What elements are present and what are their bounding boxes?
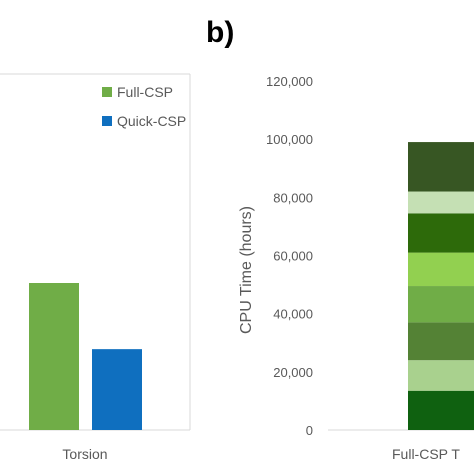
legend-swatch-quick-csp [102,116,112,126]
stack-segment-2 [408,360,474,391]
y-tick-label: 80,000 [273,190,313,205]
left-chart: Torsion Full-CSP Quick-CSP [0,73,191,462]
y-tick-label: 100,000 [266,132,313,147]
legend-swatch-full-csp [102,87,112,97]
y-tick-label: 40,000 [273,307,313,322]
stack-segment-7 [408,191,474,214]
right-chart: CPU Time (hours) 0 20,000 40,000 60,000 80,0… [238,74,474,462]
x-tick-label-torsion: Torsion [62,446,107,462]
bar-quick-csp [92,349,142,430]
y-tick-label: 0 [306,423,313,438]
legend-label-full-csp: Full-CSP [117,84,173,100]
y-axis-title: CPU Time (hours) [238,206,255,334]
bar-full-csp [29,283,79,430]
stack-segment-1 [408,390,474,430]
x-tick-label-full-csp: Full-CSP T [392,446,460,462]
stack-segment-8 [408,142,474,192]
stack-segment-4 [408,286,474,323]
y-tick-label: 60,000 [273,249,313,264]
y-tick-label: 120,000 [266,74,313,89]
stack-segment-5 [408,252,474,287]
stack-segment-3 [408,322,474,361]
y-tick-label: 20,000 [273,365,313,380]
stack-segment-6 [408,213,474,253]
legend-label-quick-csp: Quick-CSP [117,113,186,129]
panel-label: b) [206,16,235,49]
